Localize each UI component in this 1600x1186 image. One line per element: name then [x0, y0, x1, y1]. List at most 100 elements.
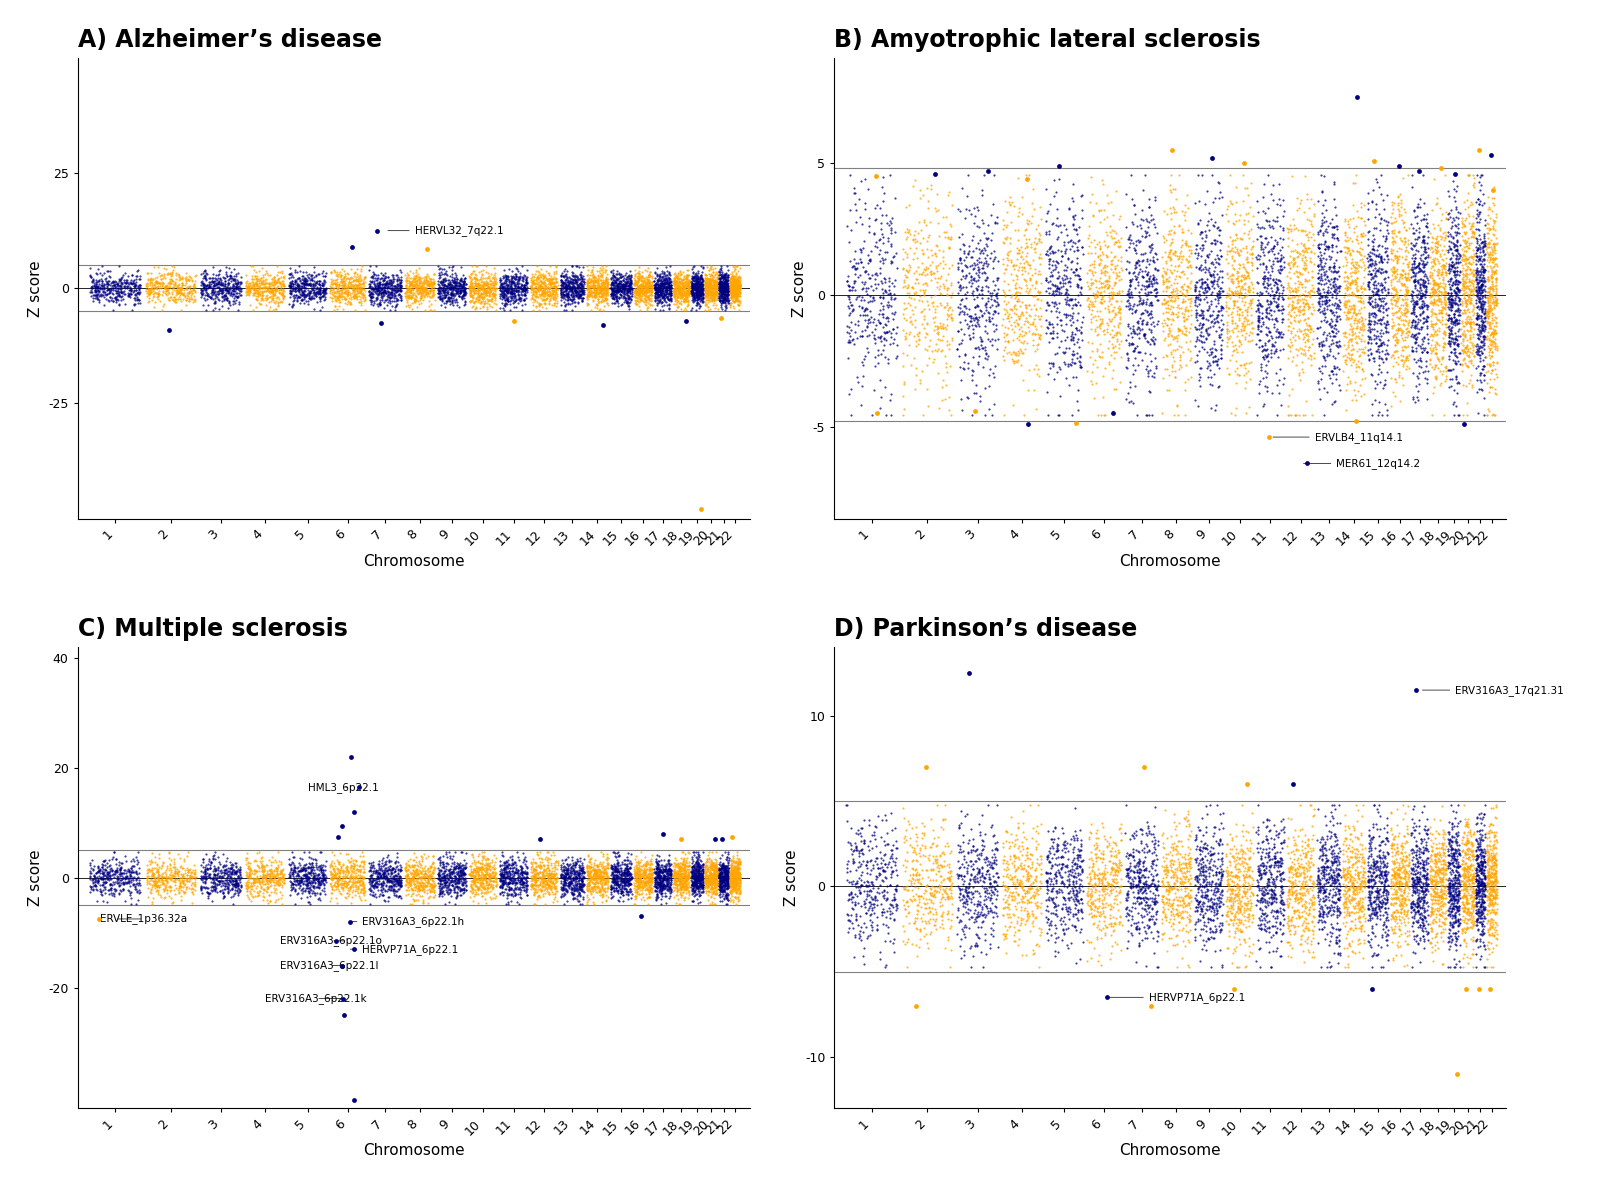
Point: [915, 259, 941, 278]
Point: [1235, 178, 1261, 197]
Point: [1470, 292, 1496, 311]
Point: [714, 880, 739, 899]
Point: [928, 390, 954, 409]
Point: [1067, 856, 1093, 875]
Point: [565, 282, 590, 301]
Point: [1413, 908, 1438, 927]
Point: [1474, 302, 1499, 321]
Point: [1133, 868, 1158, 887]
Point: [533, 287, 558, 306]
Point: [722, 288, 747, 307]
Point: [682, 869, 707, 888]
Point: [526, 276, 552, 295]
Point: [1459, 879, 1485, 898]
Point: [534, 863, 560, 882]
Point: [645, 279, 670, 298]
Point: [618, 880, 643, 899]
Point: [1445, 881, 1470, 900]
Point: [867, 865, 893, 884]
Point: [590, 285, 616, 304]
Point: [994, 325, 1019, 344]
Point: [1182, 886, 1208, 905]
Point: [1474, 242, 1499, 261]
Point: [502, 281, 528, 300]
Point: [1442, 847, 1467, 866]
Point: [563, 852, 589, 871]
Point: [414, 890, 440, 908]
Point: [202, 293, 227, 312]
Point: [1054, 834, 1080, 853]
Point: [262, 281, 288, 300]
Point: [1432, 840, 1458, 859]
Point: [715, 286, 741, 305]
Point: [243, 267, 269, 286]
Point: [1067, 323, 1093, 342]
Point: [891, 922, 917, 940]
Point: [669, 264, 694, 283]
Point: [646, 868, 672, 887]
Point: [1349, 895, 1374, 914]
Point: [1064, 241, 1090, 260]
Point: [707, 274, 733, 293]
Point: [1347, 880, 1373, 899]
Point: [1381, 241, 1406, 260]
Point: [654, 288, 680, 307]
Point: [1107, 299, 1133, 318]
Point: [1216, 351, 1242, 370]
Point: [453, 275, 478, 294]
Point: [1374, 831, 1400, 850]
Point: [714, 886, 739, 905]
Point: [1469, 251, 1494, 270]
Point: [114, 274, 139, 293]
Point: [1280, 874, 1306, 893]
Point: [387, 285, 413, 304]
Point: [1106, 250, 1131, 269]
Point: [714, 860, 739, 879]
Point: [584, 863, 610, 882]
Point: [1006, 892, 1032, 911]
Point: [722, 863, 747, 882]
Point: [594, 283, 619, 302]
Point: [709, 257, 734, 276]
Point: [1275, 320, 1301, 339]
Point: [1133, 301, 1158, 320]
Point: [869, 279, 894, 298]
Point: [954, 880, 979, 899]
Point: [632, 862, 658, 881]
Point: [446, 855, 472, 874]
Point: [1373, 227, 1398, 246]
Point: [982, 301, 1008, 320]
Point: [1312, 232, 1338, 251]
Point: [451, 295, 477, 314]
Point: [1293, 898, 1318, 917]
Point: [610, 295, 635, 314]
Point: [1374, 911, 1400, 930]
Point: [1077, 885, 1102, 904]
Point: [1216, 880, 1242, 899]
Point: [224, 288, 250, 307]
Point: [1461, 895, 1486, 914]
Point: [1123, 876, 1149, 895]
Point: [304, 285, 330, 304]
Point: [438, 872, 464, 891]
Point: [197, 865, 222, 884]
Point: [386, 874, 411, 893]
Point: [1392, 231, 1418, 250]
Point: [709, 272, 734, 291]
Point: [1253, 307, 1278, 326]
Point: [251, 888, 277, 907]
Point: [626, 869, 651, 888]
Point: [1466, 279, 1491, 298]
Point: [352, 268, 378, 287]
Point: [450, 869, 475, 888]
Point: [1050, 882, 1075, 901]
Point: [405, 875, 430, 894]
Point: [1307, 906, 1333, 925]
Point: [189, 282, 214, 301]
Point: [451, 273, 477, 292]
Point: [259, 288, 285, 307]
Point: [683, 872, 709, 891]
Point: [502, 276, 528, 295]
Point: [160, 865, 186, 884]
Point: [555, 283, 581, 302]
